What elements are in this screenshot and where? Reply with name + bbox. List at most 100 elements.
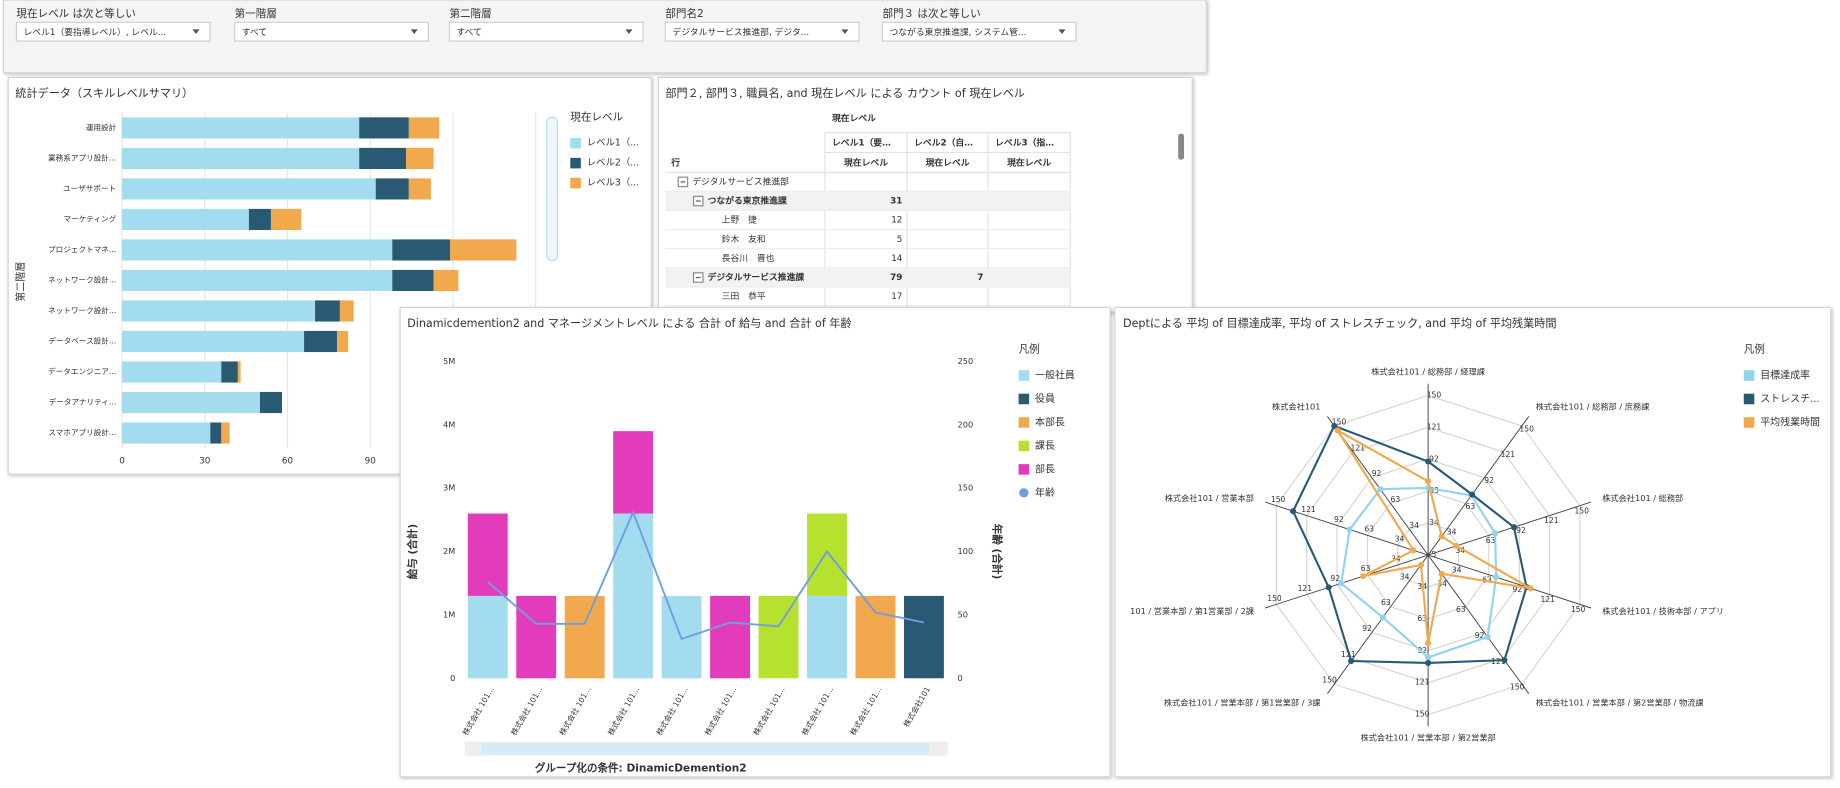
radar-point [1425, 478, 1432, 485]
y-tick-label: 3M [443, 483, 455, 493]
bar-segment [710, 595, 751, 679]
legend-swatch [570, 137, 581, 149]
bar-segment [122, 239, 393, 261]
axis-label: 株式会社101 / 技術本部 / アプリ [1602, 606, 1724, 616]
r-tick-label: 63 [1482, 575, 1492, 584]
dropdown[interactable] [15, 21, 211, 42]
legend-swatch [1018, 370, 1030, 381]
y2-tick-label: 100 [958, 546, 974, 556]
dropdown[interactable] [881, 21, 1077, 42]
dropdown[interactable] [234, 21, 429, 42]
row-label: デジタルサービス推進課 [708, 271, 805, 283]
bar-segment [359, 117, 409, 139]
legend-label[interactable]: 目標達成率 [1760, 369, 1810, 382]
dropdown-value: レベル1（要指導レベル）, レベル... [23, 26, 166, 38]
r-tick-label: 92 [1417, 646, 1427, 655]
y-tick-label: ユーザサポート [63, 184, 116, 193]
axis-label: 株式会社101 / 総務部 [1602, 493, 1683, 503]
r-tick-label: 150 [1322, 676, 1337, 685]
y-tick-label: データベース設計... [48, 335, 116, 345]
radar-point [1325, 584, 1332, 591]
measure-header: 現在レベル [1007, 157, 1051, 169]
scrollbar-thumb[interactable] [481, 742, 930, 755]
cell-value: 31 [890, 197, 902, 207]
radar-point [1334, 427, 1341, 434]
radar-point [1501, 657, 1508, 664]
radar-point [1410, 547, 1417, 554]
y-tick-label: ネットワーク設計... [48, 274, 116, 284]
filter-label: 第一階層 [235, 7, 277, 20]
legend-swatch [1018, 417, 1030, 428]
bar-segment [259, 391, 282, 414]
radar-point [1453, 542, 1460, 549]
legend-label[interactable]: 本部長 [1035, 415, 1065, 428]
bar-segment [392, 239, 451, 261]
dropdown-value: すべて [456, 27, 481, 38]
r-tick-label: 92 [1429, 454, 1439, 463]
radar-point [1331, 422, 1338, 429]
y-tick-label: データアナリティ... [49, 397, 117, 407]
r-tick-label: 121 [1298, 584, 1313, 593]
legend-label[interactable]: 部長 [1035, 462, 1055, 475]
table-title: 部門２, 部門３, 職員名, and 現在レベル による カウント of 現在レ… [665, 86, 1024, 100]
dropdown-value: つながる東京推進課, システム管... [889, 26, 1026, 38]
legend-swatch [1743, 393, 1755, 405]
combo-panel: Dinamicdemention2 and マネージメントレベル による 合計 … [399, 306, 1111, 778]
bar-segment [248, 208, 271, 231]
filter-label: 現在レベル は次と等しい [16, 7, 135, 20]
scrollbar[interactable] [1178, 133, 1185, 160]
r-tick-label: 92 [1330, 574, 1340, 583]
legend-label[interactable]: 一般社員 [1035, 369, 1075, 382]
r-tick-label: 92 [1484, 476, 1494, 485]
y-tick-label: 1M [443, 609, 455, 619]
y-tick-label: データエンジニア... [48, 366, 116, 376]
cell-value: 79 [890, 273, 902, 283]
row-header: 行 [670, 157, 680, 169]
legend-swatch [1743, 370, 1755, 381]
legend-label[interactable]: レベル3（... [587, 178, 639, 189]
r-tick-label: 121 [1544, 516, 1559, 525]
bar-segment [613, 513, 654, 679]
legend-swatch [570, 157, 581, 169]
dropdown-value: デジタルサービス推進部, デジタ... [672, 26, 809, 38]
radar-point [1492, 530, 1499, 537]
bar-segment [408, 117, 440, 139]
legend-title: 凡例 [1744, 343, 1765, 356]
r-tick-label: 150 [1415, 710, 1430, 719]
legend-label[interactable]: 年齢 [1035, 486, 1055, 499]
radar-spoke [1327, 554, 1429, 694]
r-tick-label: 150 [1332, 417, 1347, 426]
legend-swatch [1743, 417, 1755, 428]
cell-value: 5 [897, 235, 903, 245]
legend-title: 凡例 [1019, 343, 1040, 356]
r-tick-label: 34 [1429, 518, 1439, 527]
legend-label[interactable]: レベル2（... [587, 158, 639, 169]
r-tick-label: 63 [1486, 536, 1496, 545]
legend-label[interactable]: 課長 [1035, 439, 1055, 452]
dropdown[interactable] [448, 21, 644, 42]
filter-label: 部門３ は次と等しい [882, 7, 980, 20]
r-tick-label: 121 [1415, 678, 1430, 687]
bar-segment [122, 117, 360, 139]
bar-segment [304, 330, 338, 353]
legend-label[interactable]: 平均残業時間 [1760, 415, 1820, 428]
chart-title: Deptによる 平均 of 目標達成率, 平均 of ストレスチェック, and… [1123, 316, 1557, 330]
cell-value: 12 [891, 216, 902, 226]
y-tick-label: 業務系アプリ設計... [48, 152, 116, 162]
legend-swatch [1018, 393, 1030, 405]
r-tick-label: 121 [1540, 595, 1555, 604]
bar-segment [122, 208, 249, 231]
legend-label[interactable]: レベル1（... [587, 138, 639, 149]
legend-scrollbar[interactable] [546, 116, 558, 262]
y-tick-label: スマホアプリ設計... [48, 427, 116, 437]
radar-point [1425, 640, 1432, 647]
bar-segment [406, 147, 434, 169]
legend-label[interactable]: ストレスチ... [1760, 393, 1819, 405]
bar-segment [270, 208, 302, 231]
r-tick-label: 150 [1510, 683, 1525, 692]
r-tick-label: 34 [1409, 521, 1419, 530]
bar-segment [903, 595, 944, 679]
r-tick-label: 34 [1447, 528, 1457, 537]
dropdown[interactable] [664, 21, 860, 42]
legend-label[interactable]: 役員 [1035, 392, 1055, 405]
